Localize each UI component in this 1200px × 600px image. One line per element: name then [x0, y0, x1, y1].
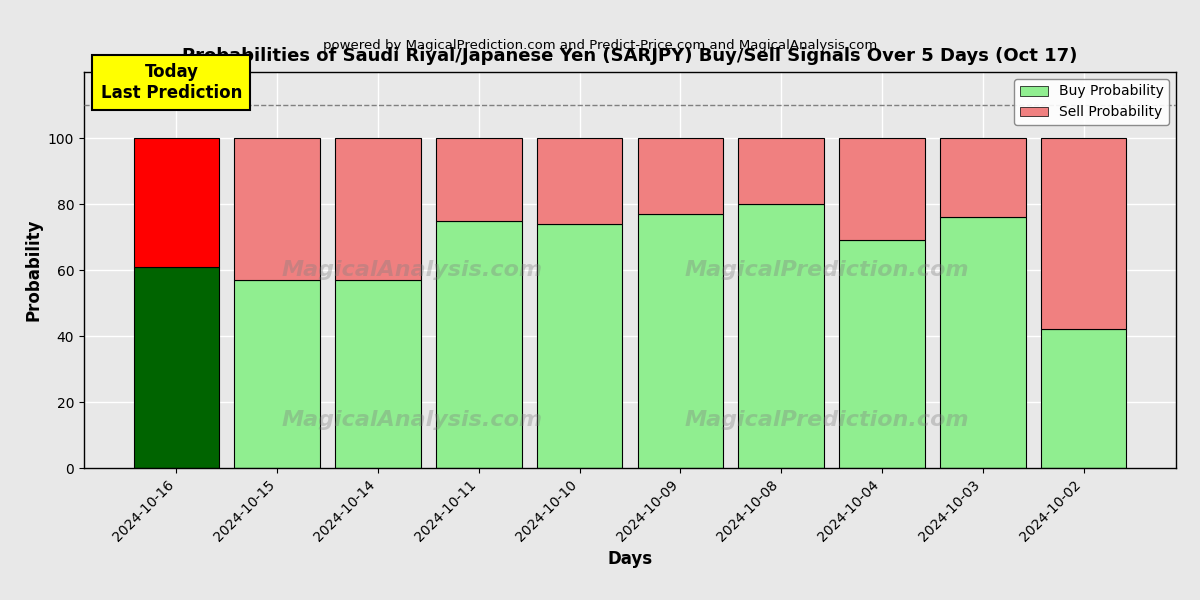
Bar [234, 138, 320, 280]
X-axis label: Days: Days [607, 550, 653, 568]
Bar [1040, 138, 1127, 329]
Bar [335, 280, 421, 468]
Bar [839, 241, 925, 468]
Bar [940, 138, 1026, 217]
Bar [637, 214, 724, 468]
Legend: Buy Probability, Sell Probability: Buy Probability, Sell Probability [1014, 79, 1169, 125]
Bar [536, 224, 623, 468]
Bar [234, 280, 320, 468]
Text: MagicalPrediction.com: MagicalPrediction.com [684, 410, 968, 430]
Bar [940, 217, 1026, 468]
Bar [436, 138, 522, 220]
Text: powered by MagicalPrediction.com and Predict-Price.com and MagicalAnalysis.com: powered by MagicalPrediction.com and Pre… [323, 39, 877, 52]
Bar [637, 138, 724, 214]
Bar [536, 138, 623, 224]
Bar [738, 138, 824, 204]
Y-axis label: Probability: Probability [24, 219, 42, 321]
Bar [839, 138, 925, 241]
Title: Probabilities of Saudi Riyal/Japanese Yen (SARJPY) Buy/Sell Signals Over 5 Days : Probabilities of Saudi Riyal/Japanese Ye… [182, 47, 1078, 65]
Bar [335, 138, 421, 280]
Bar [738, 204, 824, 468]
Text: Today
Last Prediction: Today Last Prediction [101, 63, 242, 101]
Text: MagicalAnalysis.com: MagicalAnalysis.com [281, 260, 542, 280]
Bar [436, 220, 522, 468]
Text: MagicalAnalysis.com: MagicalAnalysis.com [281, 410, 542, 430]
Bar [133, 266, 220, 468]
Text: MagicalPrediction.com: MagicalPrediction.com [684, 260, 968, 280]
Bar [133, 138, 220, 266]
Bar [1040, 329, 1127, 468]
